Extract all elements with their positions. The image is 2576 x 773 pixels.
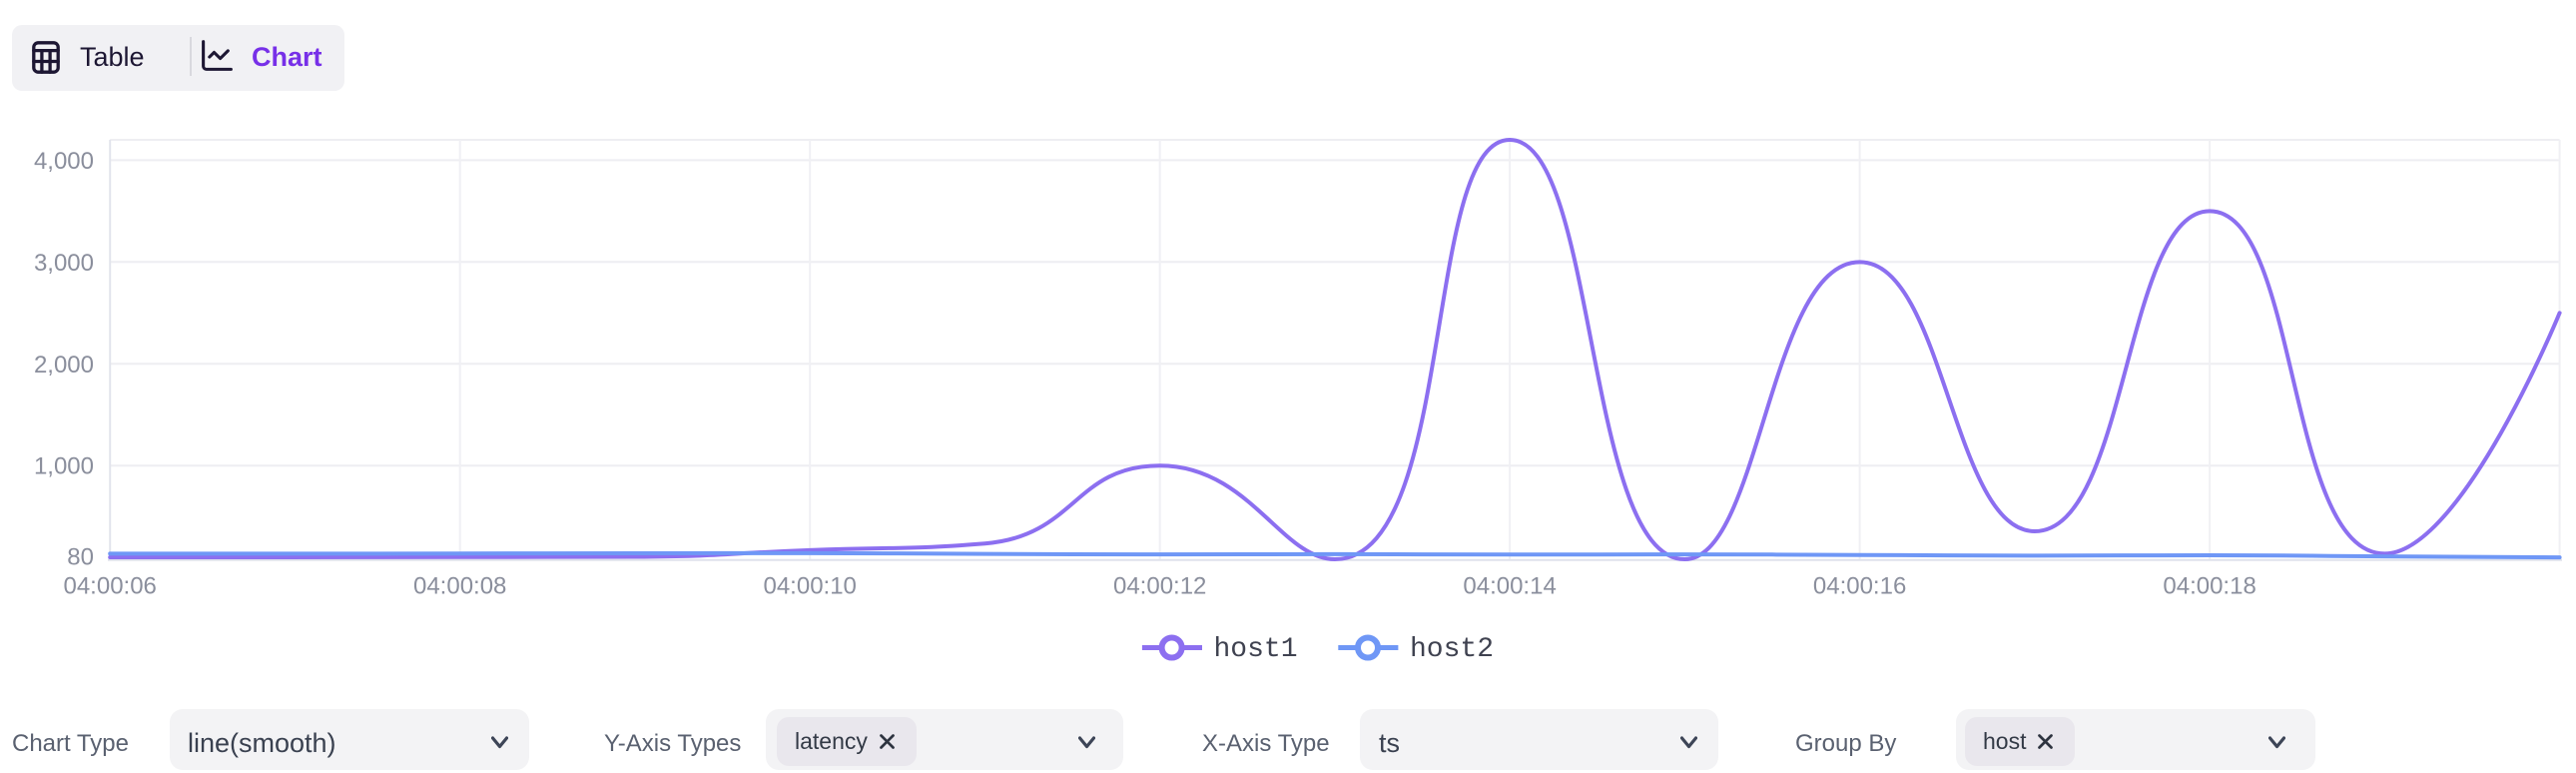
svg-text:04:00:08: 04:00:08 xyxy=(413,573,506,600)
svg-text:80: 80 xyxy=(67,544,94,571)
svg-text:host2: host2 xyxy=(1410,634,1494,665)
svg-text:3,000: 3,000 xyxy=(34,250,94,277)
svg-text:04:00:10: 04:00:10 xyxy=(763,573,856,600)
svg-text:04:00:14: 04:00:14 xyxy=(1463,573,1556,600)
svg-text:04:00:16: 04:00:16 xyxy=(1813,573,1906,600)
svg-text:2,000: 2,000 xyxy=(34,352,94,379)
svg-text:04:00:12: 04:00:12 xyxy=(1113,573,1206,600)
svg-text:4,000: 4,000 xyxy=(34,148,94,175)
svg-text:1,000: 1,000 xyxy=(34,453,94,480)
svg-text:host1: host1 xyxy=(1214,634,1298,665)
svg-text:04:00:06: 04:00:06 xyxy=(63,573,156,600)
svg-text:04:00:18: 04:00:18 xyxy=(2163,573,2255,600)
